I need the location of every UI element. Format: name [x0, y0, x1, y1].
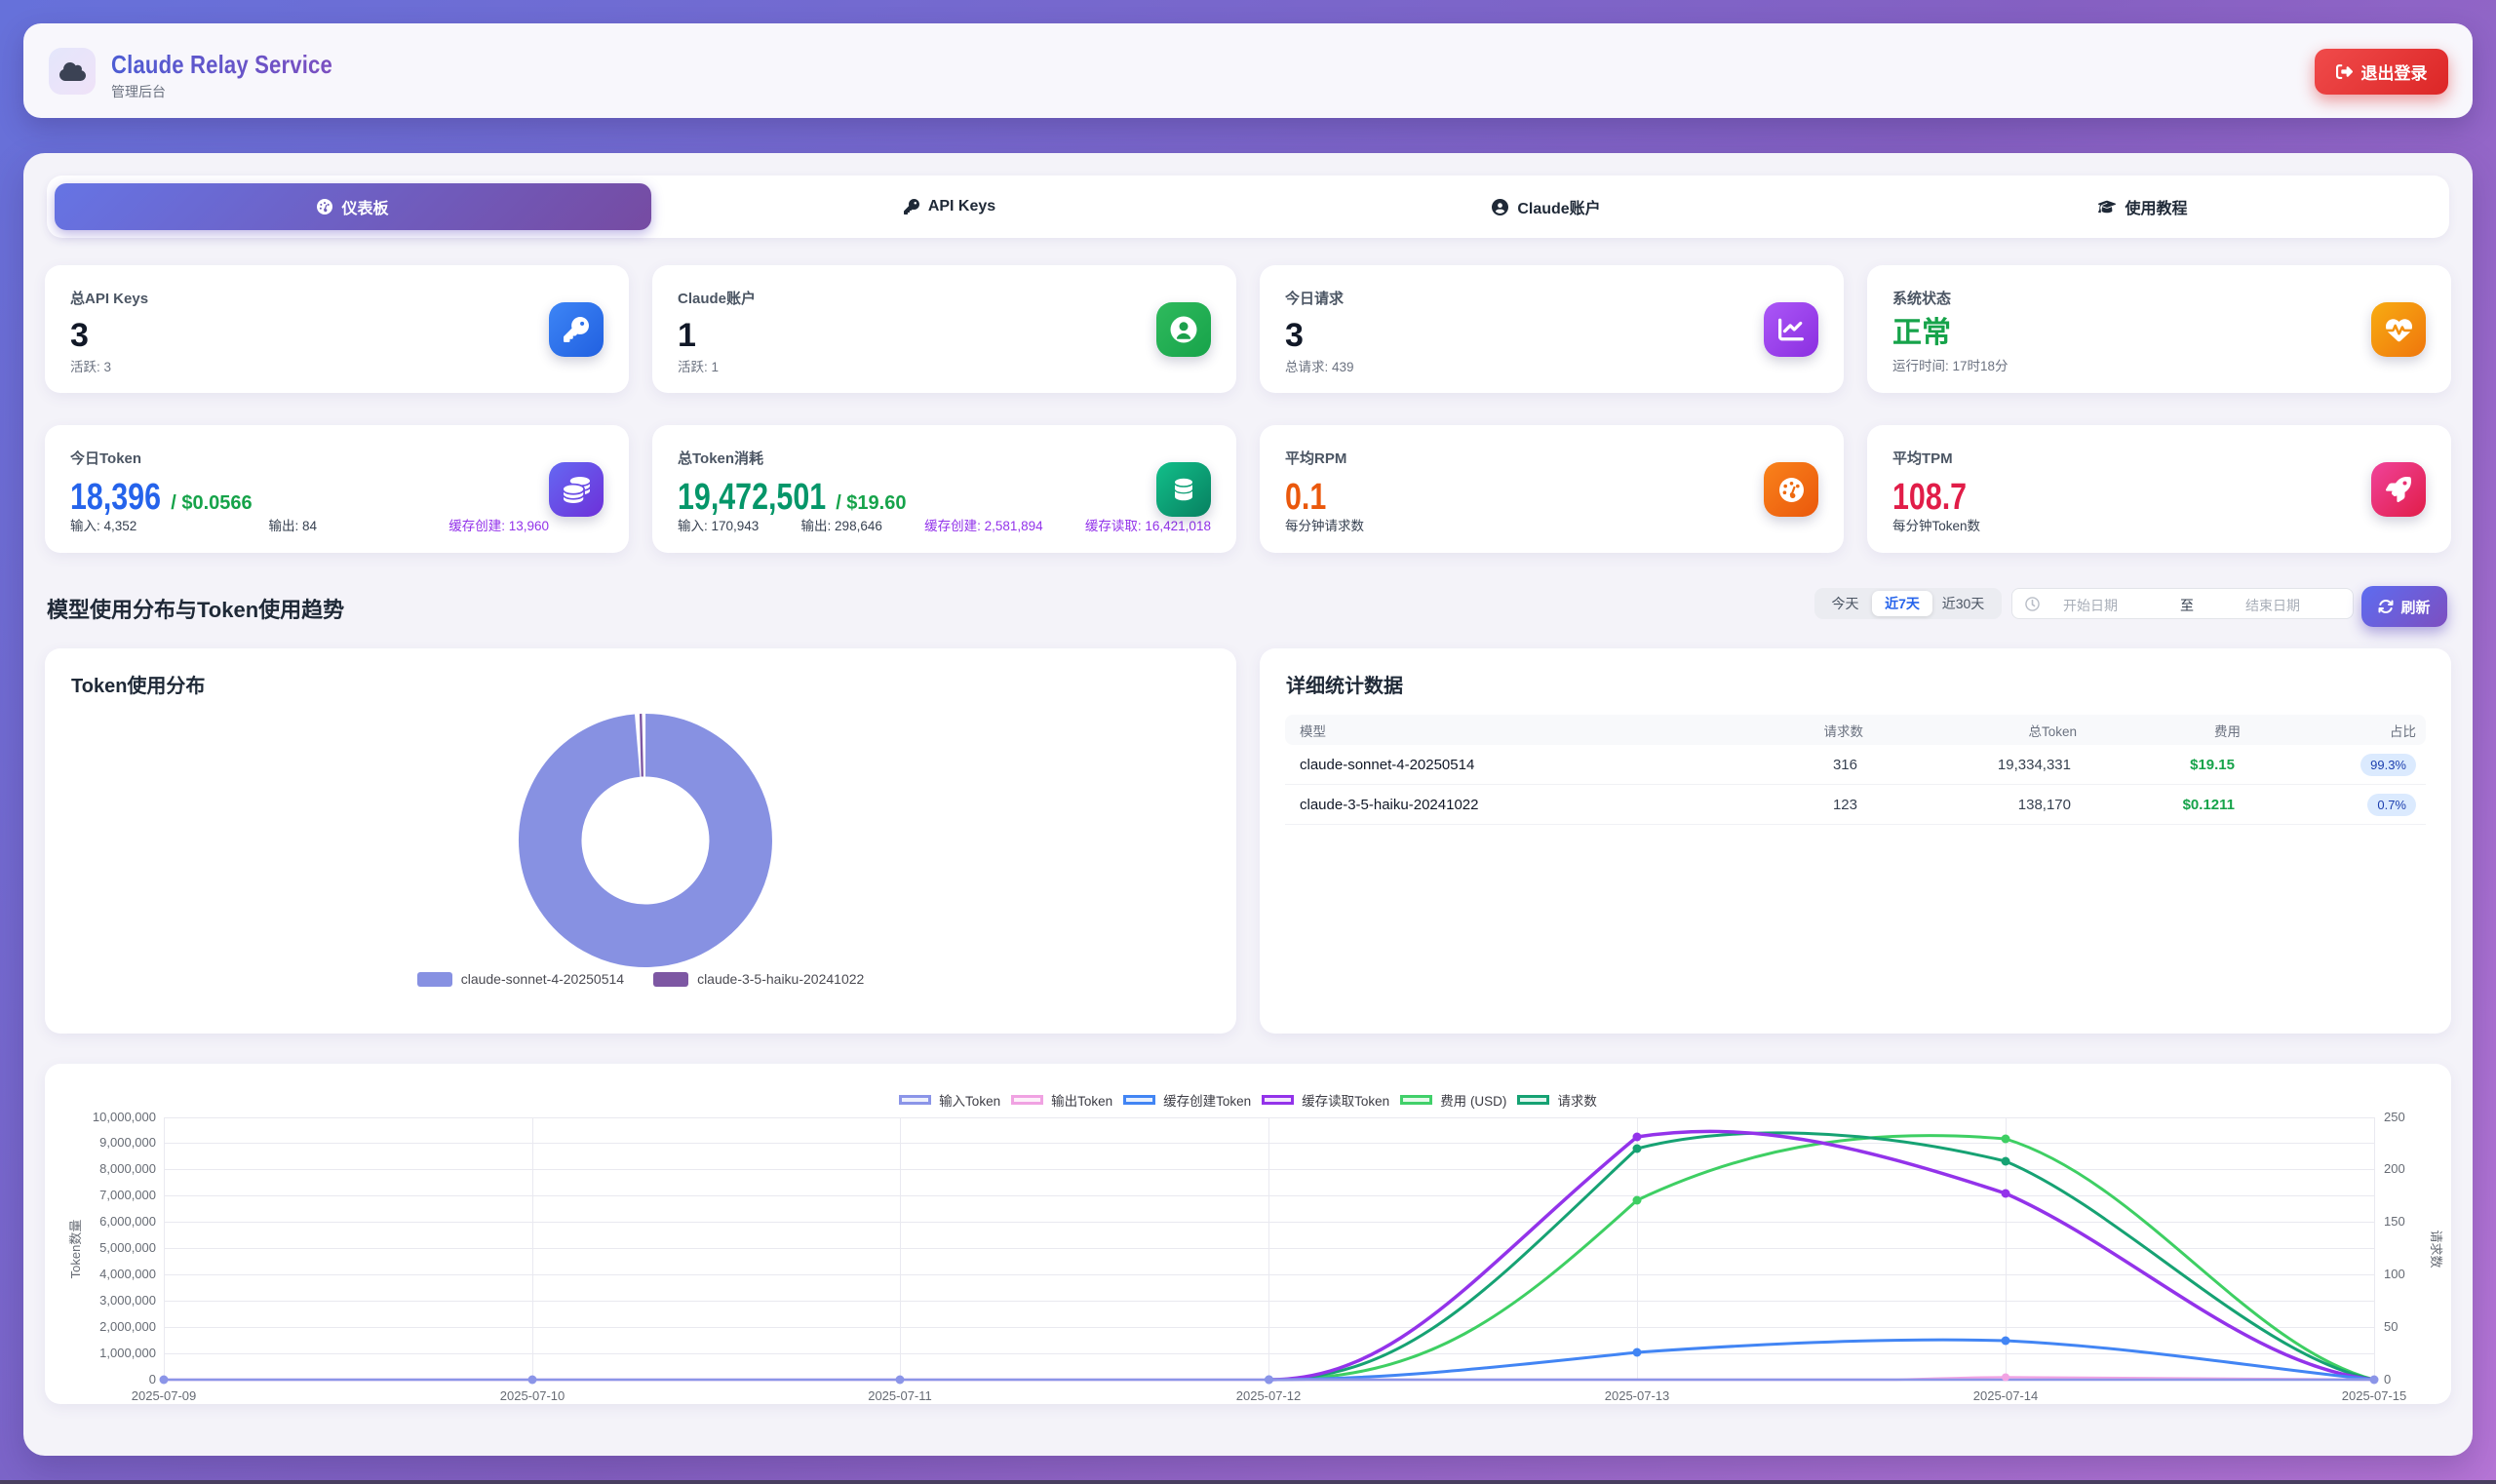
svg-text:5,000,000: 5,000,000: [99, 1240, 156, 1255]
svg-text:10,000,000: 10,000,000: [93, 1110, 156, 1124]
svg-text:200: 200: [2384, 1161, 2405, 1176]
svg-text:8,000,000: 8,000,000: [99, 1161, 156, 1176]
svg-text:150: 150: [2384, 1214, 2405, 1229]
svg-text:3,000,000: 3,000,000: [99, 1293, 156, 1308]
svg-text:2025-07-15: 2025-07-15: [2342, 1388, 2407, 1403]
svg-text:250: 250: [2384, 1110, 2405, 1124]
svg-text:2,000,000: 2,000,000: [99, 1319, 156, 1334]
svg-text:100: 100: [2384, 1267, 2405, 1281]
svg-text:0: 0: [149, 1372, 156, 1386]
svg-text:2025-07-14: 2025-07-14: [1973, 1388, 2039, 1403]
svg-text:6,000,000: 6,000,000: [99, 1214, 156, 1229]
svg-text:2025-07-11: 2025-07-11: [868, 1388, 932, 1403]
svg-text:4,000,000: 4,000,000: [99, 1267, 156, 1281]
svg-text:2025-07-10: 2025-07-10: [500, 1388, 566, 1403]
svg-text:2025-07-13: 2025-07-13: [1605, 1388, 1670, 1403]
svg-text:2025-07-12: 2025-07-12: [1236, 1388, 1302, 1403]
svg-text:Token数量: Token数量: [68, 1220, 83, 1279]
svg-text:0: 0: [2384, 1372, 2391, 1386]
svg-text:2025-07-09: 2025-07-09: [132, 1388, 197, 1403]
svg-text:7,000,000: 7,000,000: [99, 1188, 156, 1202]
svg-text:9,000,000: 9,000,000: [99, 1135, 156, 1150]
svg-text:请求数: 请求数: [2429, 1230, 2443, 1268]
svg-text:50: 50: [2384, 1319, 2398, 1334]
svg-text:1,000,000: 1,000,000: [99, 1346, 156, 1360]
